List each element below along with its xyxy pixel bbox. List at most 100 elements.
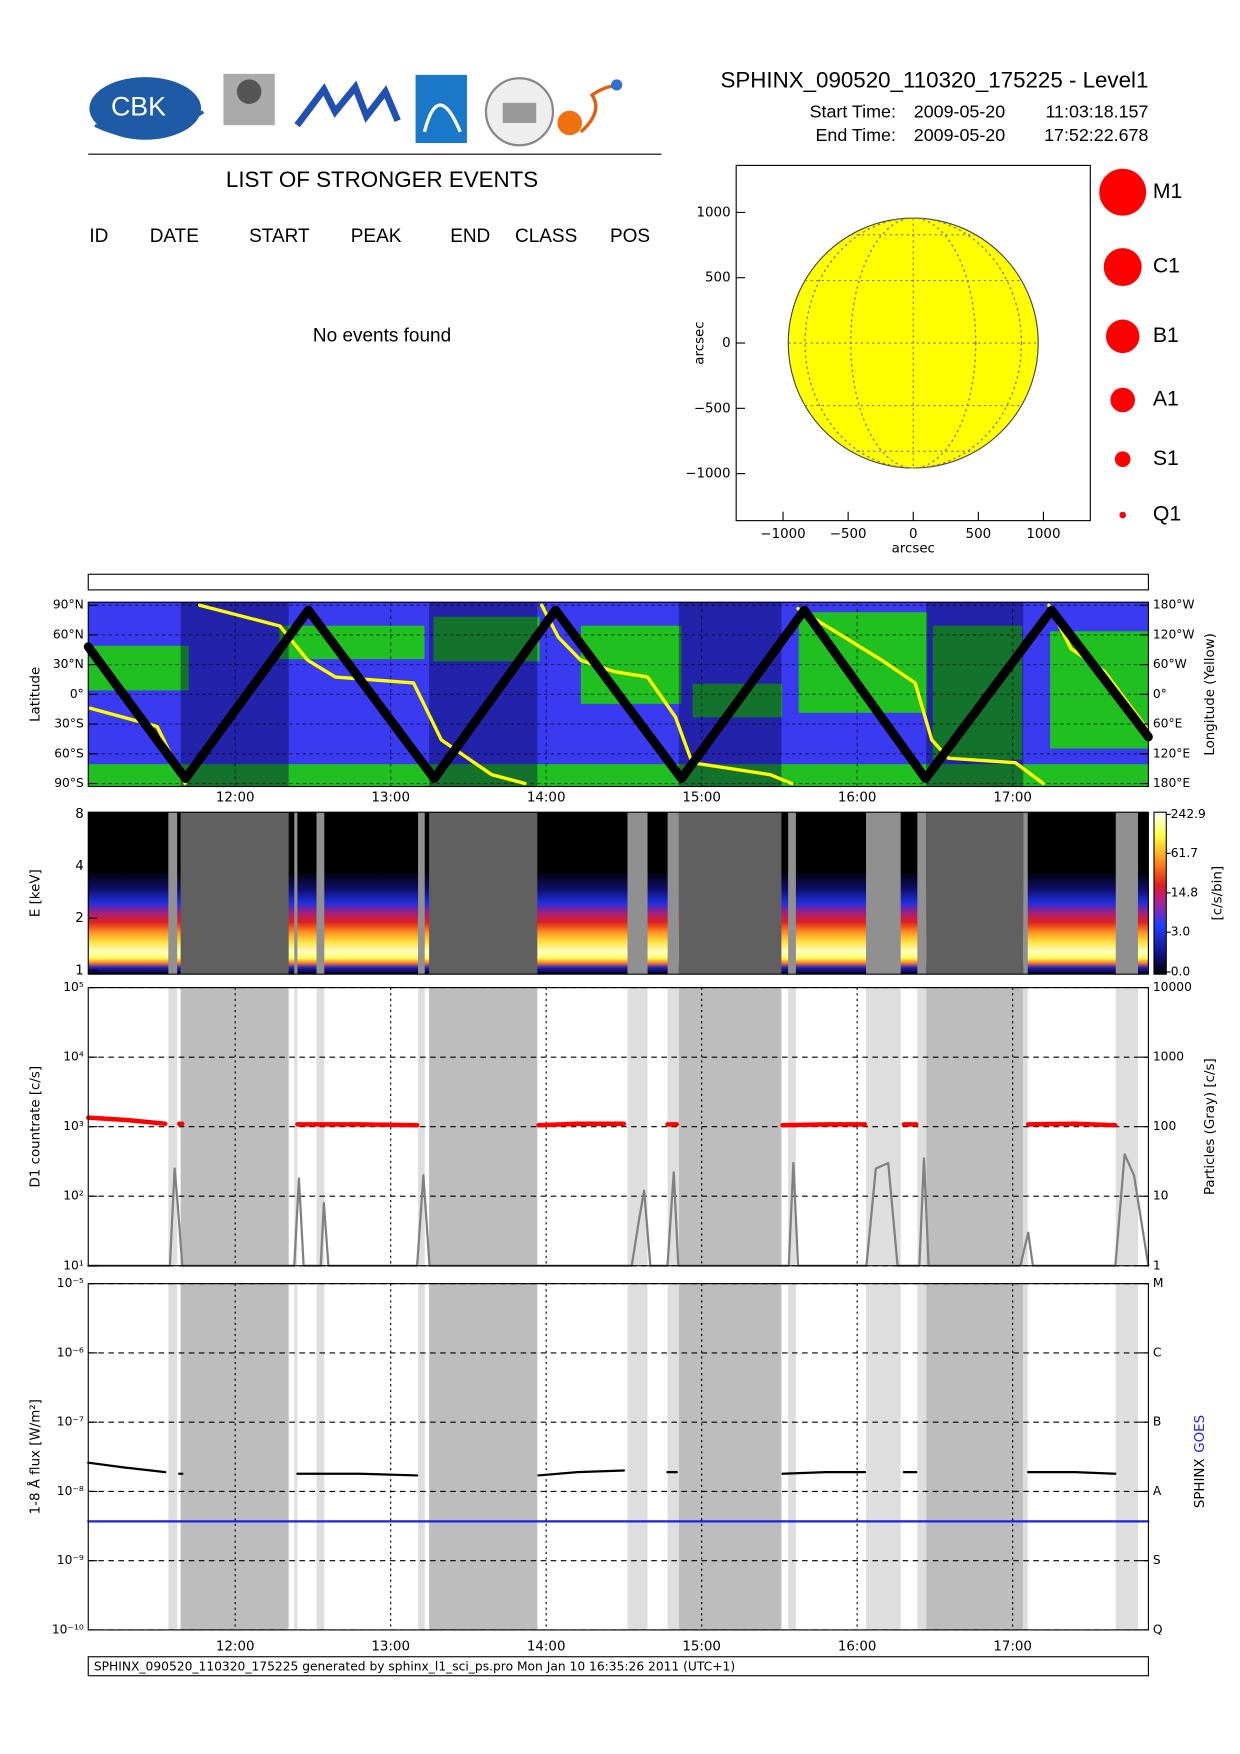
y2-tick-label: 180°W [1153, 598, 1195, 612]
light-interval [1023, 812, 1028, 975]
light-interval [667, 1283, 679, 1630]
x-tick-label: 17:00 [993, 1640, 1032, 1655]
column-header: PEAK [351, 226, 402, 247]
colorbar [1153, 811, 1167, 975]
light-interval [788, 1283, 796, 1630]
y-tick-label: 10³ [63, 1119, 84, 1133]
y2-tick-label: 180°E [1153, 776, 1190, 790]
y-tick-label: 90°S [54, 776, 84, 790]
end-time: 17:52:22.678 [1044, 125, 1148, 145]
logo-swirl [579, 84, 618, 134]
y-tick-label: 0 [722, 336, 731, 351]
x-tick-label: 0 [909, 527, 918, 542]
light-interval [627, 1283, 648, 1630]
y-tick-label: 10⁵ [63, 980, 84, 994]
y-tick-label: −1000 [685, 467, 730, 482]
y-tick-label: 60°N [53, 627, 84, 641]
light-interval [418, 1283, 425, 1630]
legend-marker [1114, 451, 1131, 468]
y-tick-label: 10⁻⁶ [57, 1345, 84, 1359]
dark-interval [678, 1283, 782, 1630]
logo-text: CBK [111, 92, 166, 122]
series-line [88, 603, 1149, 786]
light-interval [917, 987, 927, 1266]
legend-marker [1105, 319, 1140, 354]
y2-tick-label: Q [1153, 1622, 1163, 1636]
dark-interval [678, 812, 782, 975]
start-time: 11:03:18.157 [1045, 102, 1148, 122]
dark-interval [180, 812, 289, 975]
colorbar-tick-label: 61.7 [1171, 846, 1198, 860]
column-header: END [450, 226, 490, 247]
column-header: ID [89, 226, 108, 247]
x-axis-label: arcsec [892, 542, 935, 557]
legend-label: Q1 [1153, 503, 1181, 526]
light-interval [168, 1283, 178, 1630]
start-date: 2009-05-20 [914, 102, 1005, 122]
plot-frame [87, 811, 1149, 975]
light-interval [917, 1283, 927, 1630]
y-tick-label: 60°S [54, 746, 84, 760]
light-interval [1115, 1283, 1138, 1630]
land [88, 764, 1149, 787]
legend-marker [1110, 387, 1135, 413]
start-label: Start Time: [810, 102, 896, 122]
y2-tick-label: B [1153, 1415, 1161, 1429]
dark-interval [429, 812, 538, 975]
colorbar-tick-label: 14.8 [1171, 885, 1198, 899]
y-tick-label: 30°S [54, 717, 84, 731]
logo-building [502, 102, 537, 123]
y-tick-label: 8 [75, 807, 84, 822]
y-tick-label: 1000 [697, 205, 731, 220]
events-title: LIST OF STRONGER EVENTS [226, 167, 538, 192]
light-interval [917, 812, 927, 975]
x-tick-label: 500 [966, 527, 992, 542]
y-axis-label: Latitude [29, 667, 44, 722]
series-line [86, 1115, 1118, 1128]
x-tick-label: 16:00 [838, 1640, 877, 1655]
x-tick-label: 14:00 [527, 791, 566, 806]
y2-tick-label: 1 [1153, 1258, 1161, 1272]
logo-dot [611, 79, 623, 91]
light-interval [627, 812, 648, 975]
light-interval [866, 1283, 901, 1630]
legend-marker [1099, 168, 1147, 216]
legend-label: SPHINX [1193, 1458, 1208, 1508]
y2-tick-label: 120°W [1153, 627, 1195, 641]
x-tick-label: 13:00 [371, 791, 410, 806]
y-tick-label: 10² [63, 1189, 84, 1203]
y-axis-label: D1 countrate [c/s] [29, 1066, 44, 1188]
light-interval [294, 1283, 298, 1630]
column-header: DATE [150, 226, 199, 247]
light-interval [294, 987, 298, 1266]
column-header: POS [610, 226, 650, 247]
y-tick-label: 2 [75, 911, 84, 926]
land [1050, 631, 1149, 749]
legend-label: B1 [1153, 324, 1179, 347]
series-line [87, 1461, 1117, 1477]
end-date: 2009-05-20 [914, 125, 1005, 145]
y-tick-label: 10⁻⁹ [57, 1553, 84, 1567]
light-interval [1023, 1283, 1028, 1630]
y-axis-label: arcsec [692, 321, 707, 364]
y2-tick-label: 0° [1153, 687, 1167, 701]
light-interval [418, 812, 425, 975]
light-interval [168, 812, 178, 975]
legend-label: C1 [1153, 255, 1180, 278]
colorbar-label: [c/s/bin] [1211, 866, 1226, 921]
y-axis-label: E [keV] [29, 869, 44, 917]
logo-blue [415, 74, 467, 144]
y-tick-label: 0° [70, 687, 84, 701]
y2-tick-label: 1000 [1153, 1050, 1184, 1064]
y2-axis-label: Particles (Gray) [c/s] [1203, 1058, 1218, 1195]
legend-label: S1 [1153, 447, 1179, 470]
y2-tick-label: M [1153, 1276, 1164, 1290]
end-label: End Time: [816, 125, 896, 145]
column-header: START [249, 226, 310, 247]
land [932, 625, 1023, 760]
colorbar-tick-label: 0.0 [1171, 964, 1191, 978]
x-tick-label: 1000 [1026, 527, 1060, 542]
y-tick-label: 4 [75, 859, 84, 874]
y-tick-label: 90°N [53, 598, 84, 612]
